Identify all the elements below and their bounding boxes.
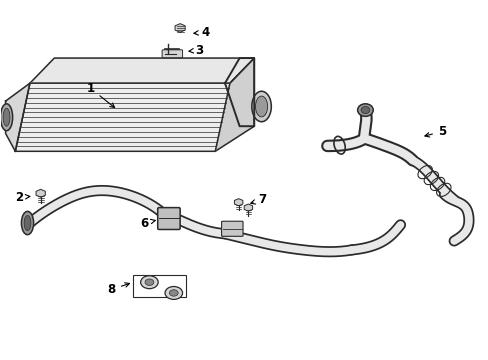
FancyBboxPatch shape (158, 208, 180, 229)
Ellipse shape (255, 96, 267, 117)
Circle shape (141, 276, 158, 289)
Polygon shape (30, 58, 254, 83)
Circle shape (164, 287, 182, 300)
Polygon shape (215, 58, 254, 151)
Polygon shape (5, 83, 30, 151)
Ellipse shape (24, 216, 31, 230)
Text: 6: 6 (140, 216, 155, 230)
Circle shape (169, 290, 178, 296)
Text: 5: 5 (424, 125, 445, 138)
Text: 2: 2 (15, 191, 30, 204)
Ellipse shape (251, 91, 271, 122)
FancyBboxPatch shape (221, 221, 243, 236)
Text: 4: 4 (194, 26, 209, 39)
FancyBboxPatch shape (162, 50, 182, 58)
Text: 8: 8 (107, 283, 129, 296)
Ellipse shape (3, 108, 10, 126)
Circle shape (145, 279, 154, 285)
Ellipse shape (357, 104, 372, 116)
Ellipse shape (360, 107, 369, 114)
Ellipse shape (21, 211, 34, 235)
Polygon shape (15, 83, 229, 151)
Text: 1: 1 (87, 82, 114, 108)
Ellipse shape (0, 104, 13, 131)
Text: 3: 3 (189, 44, 203, 57)
Text: 7: 7 (250, 193, 266, 206)
